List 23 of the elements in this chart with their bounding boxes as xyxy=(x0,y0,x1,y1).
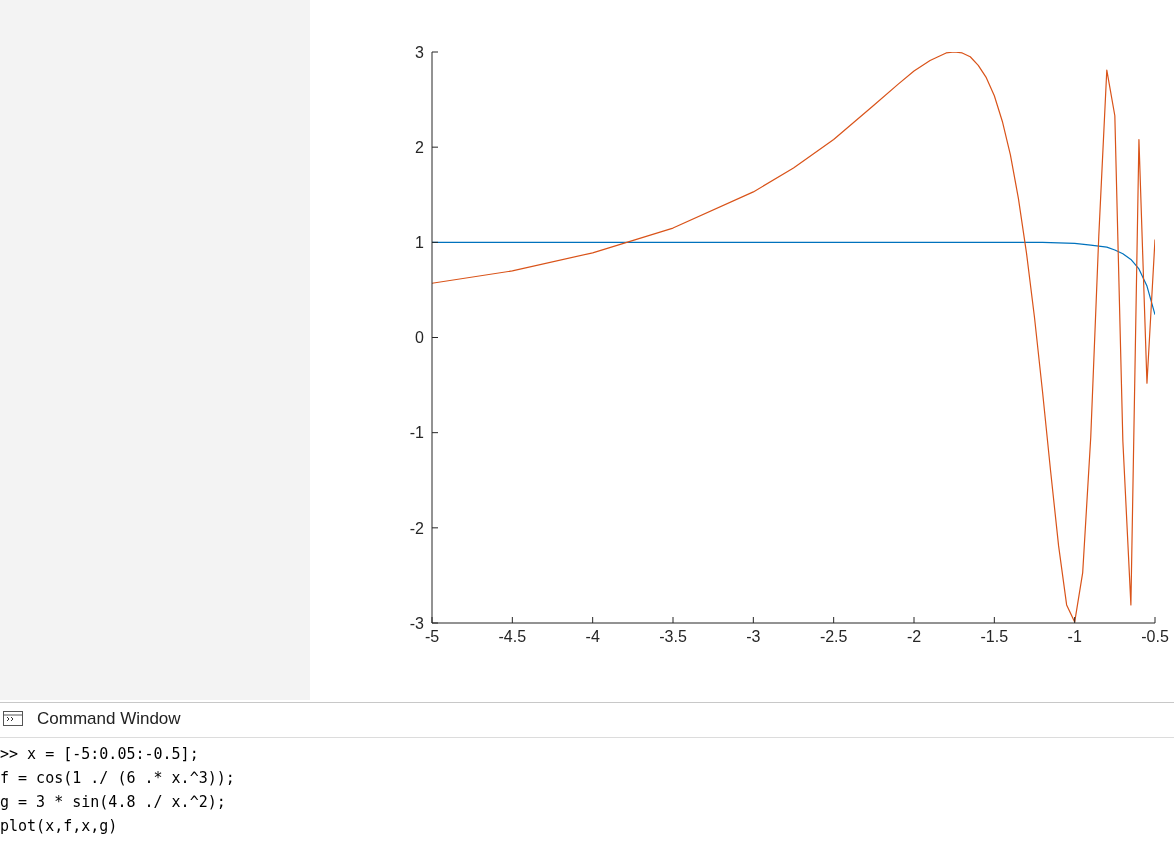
y-tick-label: 3 xyxy=(415,43,425,61)
x-tick-label: -3.5 xyxy=(659,628,687,646)
x-tick-label: -3 xyxy=(746,628,761,646)
y-tick-label: 1 xyxy=(415,234,425,252)
y-tick-label: 2 xyxy=(415,138,425,156)
text: f = cos(1 ./ (6 .* x.^3)); xyxy=(0,768,235,789)
text: Command Window xyxy=(37,709,181,729)
x-tick-label: -2.5 xyxy=(819,628,848,646)
text: g = 3 * sin(4.8 ./ x.^2); xyxy=(0,792,227,813)
x-tick-label: -5 xyxy=(424,628,440,646)
line-series xyxy=(432,52,1155,623)
x-tick-label: -1.5 xyxy=(980,628,1009,646)
x-tick-label: -4.5 xyxy=(498,628,527,646)
y-tick-label: -1 xyxy=(409,424,425,442)
x-tick-label: -1 xyxy=(1067,628,1082,646)
x-tick-label: -2 xyxy=(906,628,922,646)
y-tick-label: 0 xyxy=(415,329,425,347)
x-tick-label: -4 xyxy=(585,628,600,646)
y-tick-label: -2 xyxy=(409,519,425,537)
text: plot(x,f,x,g) xyxy=(0,816,119,837)
x-tick-label: -0.5 xyxy=(1141,628,1169,646)
text: >> x = [-5:0.05:-0.5]; xyxy=(0,744,200,765)
y-tick-label: -3 xyxy=(409,614,425,632)
